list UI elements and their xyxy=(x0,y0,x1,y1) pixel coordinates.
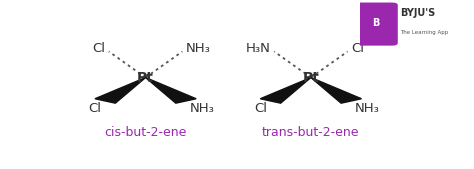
Text: cis-but-2-ene: cis-but-2-ene xyxy=(104,126,187,139)
Text: The Learning App: The Learning App xyxy=(400,30,448,35)
Text: Cl: Cl xyxy=(89,102,101,115)
Text: NH₃: NH₃ xyxy=(190,102,215,115)
Text: B: B xyxy=(373,18,380,28)
Text: BYJU'S: BYJU'S xyxy=(400,8,435,18)
Text: Cl: Cl xyxy=(92,42,105,55)
Polygon shape xyxy=(311,78,362,103)
Text: Pt: Pt xyxy=(302,70,319,84)
Polygon shape xyxy=(146,78,196,103)
Text: NH₃: NH₃ xyxy=(355,102,380,115)
Text: NH₃: NH₃ xyxy=(186,42,211,55)
Text: Pt: Pt xyxy=(137,70,154,84)
FancyBboxPatch shape xyxy=(355,3,398,46)
Polygon shape xyxy=(95,78,146,103)
Text: trans-but-2-ene: trans-but-2-ene xyxy=(262,126,360,139)
Text: Cl: Cl xyxy=(254,102,267,115)
Polygon shape xyxy=(260,78,311,103)
Text: Cl: Cl xyxy=(351,42,365,55)
Text: H₃N: H₃N xyxy=(246,42,271,55)
